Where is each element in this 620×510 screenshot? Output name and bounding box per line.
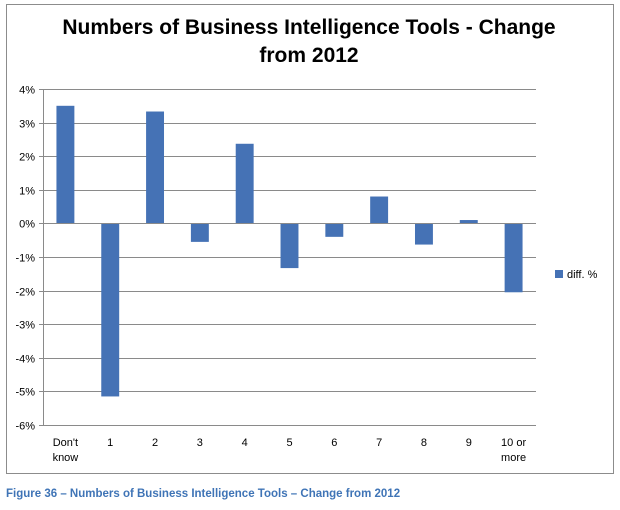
y-tick-label: -2% bbox=[15, 287, 35, 299]
y-tick-label: 3% bbox=[19, 119, 35, 131]
bar bbox=[414, 223, 433, 245]
x-tick-label: 7 bbox=[376, 437, 382, 449]
x-tick-label: 4 bbox=[242, 437, 248, 449]
y-tick-label: -1% bbox=[15, 253, 35, 265]
chart-title: Numbers of Business Intelligence Tools -… bbox=[0, 14, 618, 70]
chart-plot: 4% 3% 2% 1% 0% -1% -2% -3% -4% -5% -6% Don't know 1 2 3… bbox=[15, 85, 598, 465]
y-tick-label: 4% bbox=[19, 85, 35, 97]
x-tick-label: 5 bbox=[286, 437, 292, 449]
x-tick-label: 10 or bbox=[501, 437, 526, 449]
x-tick-label: 6 bbox=[331, 437, 337, 449]
chart-title-line-2: from 2012 bbox=[259, 44, 359, 67]
x-tick-label: 9 bbox=[466, 437, 472, 449]
y-tick-label: 2% bbox=[19, 152, 35, 164]
bar bbox=[235, 143, 254, 224]
figure-caption: Figure 36 – Numbers of Business Intellig… bbox=[6, 488, 401, 500]
y-tick-label: -6% bbox=[15, 421, 35, 433]
x-tick-label: 2 bbox=[152, 437, 158, 449]
y-tick-label: 0% bbox=[19, 219, 35, 231]
y-tick-label: -3% bbox=[15, 320, 35, 332]
x-tick-label: 3 bbox=[197, 437, 203, 449]
y-tick-label: -4% bbox=[15, 354, 35, 366]
bar bbox=[56, 105, 75, 224]
x-tick-label: more bbox=[501, 452, 526, 464]
bar bbox=[101, 223, 120, 397]
bar bbox=[504, 223, 523, 293]
x-tick-label: 1 bbox=[107, 437, 113, 449]
x-tick-label: Don't bbox=[53, 437, 78, 449]
bar bbox=[459, 220, 478, 224]
bar bbox=[325, 223, 344, 237]
x-tick-label: 8 bbox=[421, 437, 427, 449]
y-tick-label: 1% bbox=[19, 186, 35, 198]
bar bbox=[190, 223, 209, 242]
bar bbox=[146, 111, 165, 224]
bar bbox=[370, 196, 389, 224]
bar bbox=[280, 223, 299, 269]
legend-label: diff. % bbox=[567, 269, 598, 281]
y-tick-label: -5% bbox=[15, 387, 35, 399]
legend-swatch bbox=[555, 270, 563, 278]
chart-title-line-1: Numbers of Business Intelligence Tools -… bbox=[62, 16, 556, 39]
x-tick-label: know bbox=[53, 452, 79, 464]
